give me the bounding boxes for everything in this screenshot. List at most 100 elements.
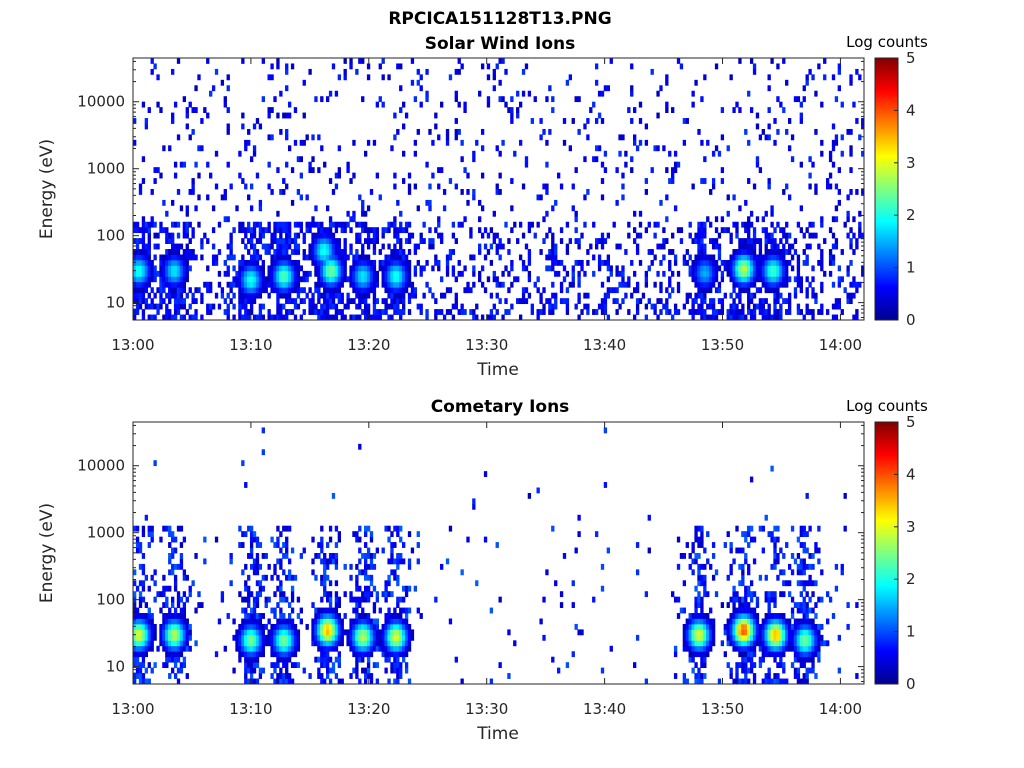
spectrogram-cell [314,629,318,636]
spectrogram-cell [249,662,254,669]
spectrogram-cell [752,618,757,625]
spectrogram-cell [358,645,362,652]
spectrogram-cell [577,96,581,103]
spectrogram-cell [372,249,377,255]
spectrogram-cell [325,651,330,658]
spectrogram-cell [811,553,815,559]
spectrogram-cell [738,298,742,305]
spectrogram-cell [849,167,853,174]
spectrogram-cell [176,243,181,250]
spectrogram-cell [258,667,263,674]
spectrogram-cell [287,232,292,239]
spectrogram-cell [165,525,169,532]
spectrogram-cell [773,596,777,603]
spectrogram-cell [323,585,327,592]
spectrogram-cell [741,667,745,674]
spectrogram-cell [293,276,298,283]
spectrogram-cell [235,276,239,283]
spectrogram-cell [407,645,412,652]
spectrogram-cell [328,298,333,305]
spectrogram-cell [787,292,792,299]
spectrogram-cell [524,298,529,305]
spectrogram-cell [390,314,394,321]
spectrogram-cell [279,287,283,294]
spectrogram-cell [732,678,736,685]
spectrogram-cell [384,303,388,310]
spectrogram-cell [144,629,149,636]
spectrogram-cell [358,629,362,636]
spectrogram-cell [156,303,160,310]
spectrogram-cell [644,123,649,130]
spectrogram-cell [232,667,236,674]
spectrogram-cell [320,314,324,321]
spectrogram-cell [694,558,698,565]
spectrogram-cell [545,189,549,195]
spectrogram-cell [150,298,154,305]
spectrogram-cell [752,651,757,658]
spectrogram-cell [793,645,798,652]
spectrogram-cell [694,673,698,679]
spectrogram-cell [410,287,415,294]
spectrogram-cell [337,243,341,250]
spectrogram-cell [741,309,745,315]
spectrogram-cell [413,249,418,255]
spectrogram-cell [589,107,593,113]
spectrogram-cell [381,232,385,239]
spectrogram-cell [229,281,233,288]
spectrogram-cell [133,139,137,146]
spectrogram-cell [244,634,248,641]
spectrogram-cell [247,227,251,234]
spectrogram-cell [811,292,815,299]
spectrogram-cell [165,640,169,647]
spectrogram-cell [773,238,777,244]
colorbar-tick-label: 4 [906,101,916,119]
spectrogram-cell [387,558,391,565]
spectrogram-cell [577,531,581,538]
spectrogram-cell [834,238,839,244]
spectrogram-cell [179,525,184,532]
spectrogram-cell [135,227,140,234]
spectrogram-cell [673,596,678,603]
spectrogram-cell [270,629,274,636]
spectrogram-cell [261,232,265,239]
spectrogram-cell [840,563,844,570]
spectrogram-cell [767,287,771,294]
spectrogram-cell [744,270,748,277]
spectrogram-cell [706,629,710,636]
spectrogram-cell [162,254,166,261]
spectrogram-cell [776,662,780,669]
spectrogram-cell [241,569,245,576]
spectrogram-cell [287,221,292,228]
spectrogram-cell [752,591,757,598]
spectrogram-cell [460,156,464,163]
spectrogram-cell [633,210,637,217]
spectrogram-cell [285,259,289,266]
spectrogram-cell [647,547,651,554]
spectrogram-cell [805,602,809,608]
spectrogram-cell [697,287,701,294]
spectrogram-cell [168,145,172,152]
spectrogram-cell [703,662,707,669]
spectrogram-cell [232,276,236,283]
spectrogram-cell [375,309,380,315]
spectrogram-cell [489,678,494,685]
spectrogram-cell [767,607,771,614]
spectrogram-cell [144,118,149,124]
spectrogram-cell [176,276,181,283]
spectrogram-cell [779,634,783,641]
spectrogram-cell [390,287,394,294]
spectrogram-cell [747,238,751,244]
spectrogram-cell [404,227,409,234]
spectrogram-cell [767,183,771,190]
spectrogram-cell [747,287,751,294]
spectrogram-cell [592,270,596,277]
spectrogram-cell [513,276,517,283]
spectrogram-cell [407,531,412,538]
spectrogram-cell [802,651,806,658]
spectrogram-cell [252,640,257,647]
spectrogram-cell [407,309,412,315]
spectrogram-cell [255,259,260,266]
spectrogram-cell [744,249,748,255]
spectrogram-cell [244,287,248,294]
spectrogram-cell [396,634,400,641]
